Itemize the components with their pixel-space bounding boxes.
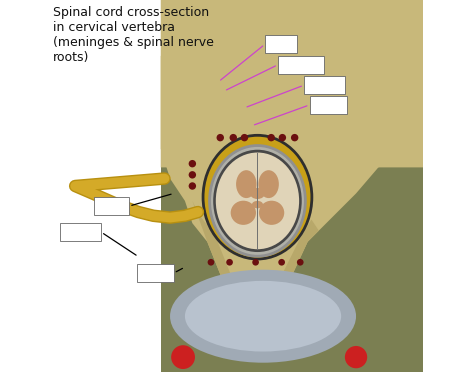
Ellipse shape <box>211 147 304 255</box>
Ellipse shape <box>258 170 279 198</box>
Bar <box>310 96 347 114</box>
Circle shape <box>267 134 275 141</box>
Bar <box>265 35 297 53</box>
Ellipse shape <box>213 150 302 252</box>
Polygon shape <box>161 0 423 342</box>
Circle shape <box>297 259 303 266</box>
Circle shape <box>279 134 286 141</box>
Ellipse shape <box>250 188 265 199</box>
Ellipse shape <box>236 170 256 198</box>
Circle shape <box>189 182 196 190</box>
Ellipse shape <box>216 153 299 249</box>
Circle shape <box>345 346 367 368</box>
Bar <box>60 223 101 241</box>
Ellipse shape <box>185 281 341 352</box>
Circle shape <box>252 259 259 266</box>
Bar <box>278 56 324 74</box>
Ellipse shape <box>170 270 356 363</box>
Ellipse shape <box>204 137 310 257</box>
Circle shape <box>291 134 298 141</box>
Circle shape <box>189 171 196 179</box>
Circle shape <box>189 160 196 167</box>
Circle shape <box>171 345 195 369</box>
Circle shape <box>208 259 214 266</box>
Circle shape <box>217 134 224 141</box>
Ellipse shape <box>201 134 313 260</box>
Ellipse shape <box>208 144 307 257</box>
Polygon shape <box>161 56 200 167</box>
Text: Spinal cord cross-section
in cervical vertebra
(meninges & spinal nerve
roots): Spinal cord cross-section in cervical ve… <box>53 6 214 64</box>
Polygon shape <box>348 56 423 167</box>
Polygon shape <box>192 201 319 342</box>
Circle shape <box>278 259 285 266</box>
Bar <box>304 76 345 94</box>
Bar <box>137 264 174 282</box>
Ellipse shape <box>231 201 256 225</box>
Ellipse shape <box>259 201 284 225</box>
Bar <box>94 197 129 215</box>
Circle shape <box>241 134 248 141</box>
Bar <box>161 0 423 372</box>
Circle shape <box>226 259 233 266</box>
Circle shape <box>229 134 237 141</box>
Ellipse shape <box>252 201 263 208</box>
